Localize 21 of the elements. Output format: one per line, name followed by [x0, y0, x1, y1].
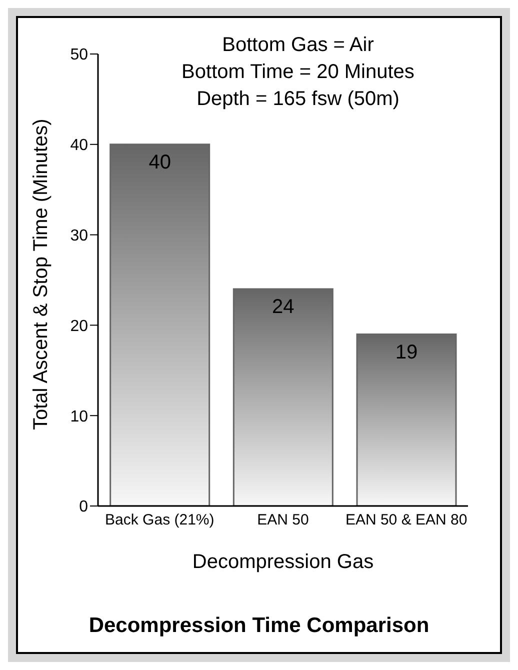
annotation: Depth = 165 fsw (50m) — [196, 87, 400, 112]
y-tick-label: 30 — [70, 227, 88, 244]
y-tick-label: 50 — [70, 46, 88, 64]
bar — [356, 333, 457, 506]
bar — [110, 144, 210, 506]
annotation: Bottom Gas = Air — [221, 33, 375, 58]
text: Decompression Time Comparison — [88, 614, 430, 638]
y-tick-label: 10 — [70, 408, 88, 426]
data-label: 40 — [148, 152, 171, 174]
y-tick-label: 20 — [70, 318, 88, 335]
x-tick-label: EAN 50 & EAN 80 — [345, 512, 468, 529]
y-axis-title: Total Ascent & Stop Time (Minutes) — [30, 118, 52, 430]
y-tick-label: 40 — [70, 137, 88, 154]
annotation: Bottom Time = 20 Minutes — [180, 60, 416, 85]
x-tick-label: Back Gas (21%) — [105, 512, 214, 529]
y-tick-label: 0 — [79, 498, 88, 516]
data-label: 24 — [272, 296, 294, 318]
bar — [232, 288, 334, 506]
x-axis-title: Decompression Gas — [192, 551, 374, 573]
x-tick-label: EAN 50 — [257, 512, 309, 529]
data-label: 19 — [395, 341, 418, 364]
